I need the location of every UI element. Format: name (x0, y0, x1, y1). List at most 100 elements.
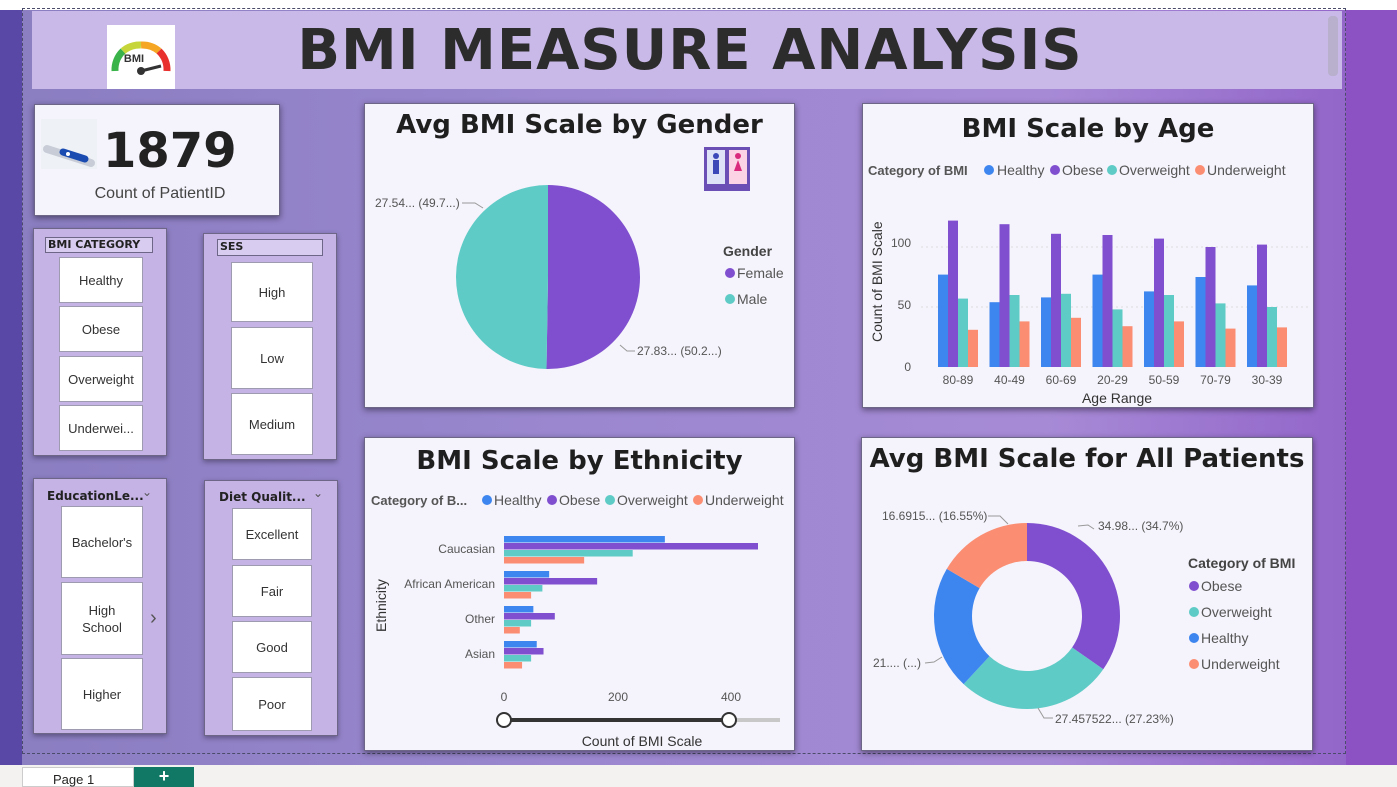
bar-underweight-70-79[interactable] (1225, 328, 1236, 367)
legend-title: Gender (723, 243, 773, 259)
bar-healthy-20-29[interactable] (1092, 274, 1103, 367)
slicer-item-obese[interactable]: Obese (59, 306, 143, 352)
bar-obese-30-39[interactable] (1257, 244, 1267, 367)
bar-underweight-other[interactable] (504, 627, 520, 634)
bar-underweight-20-29[interactable] (1122, 326, 1133, 367)
donut-slice-healthy[interactable] (934, 568, 990, 685)
x-tick-label: 20-29 (1097, 373, 1128, 387)
x-tick-label: 60-69 (1046, 373, 1077, 387)
slicer-diet-quality: Diet Qualit... ⌄ Excellent Fair Good Poo… (204, 480, 338, 736)
bar-underweight-80-89[interactable] (968, 329, 978, 367)
bar-overweight-70-79[interactable] (1215, 303, 1226, 367)
bar-healthy-30-39[interactable] (1247, 285, 1257, 367)
legend-label-underweight: Underweight (1207, 162, 1286, 178)
donut-slice-overweight[interactable] (963, 647, 1104, 709)
data-label-male: 27.54... (49.7...) (375, 196, 460, 210)
bar-overweight-60-69[interactable] (1061, 293, 1071, 367)
zoom-slider-handle-right[interactable] (721, 712, 737, 728)
slicer-item-healthy[interactable]: Healthy (59, 257, 143, 303)
slicer-item-fair[interactable]: Fair (232, 565, 312, 617)
bar-overweight-caucasian[interactable] (504, 550, 633, 557)
slicer-item-excellent[interactable]: Excellent (232, 508, 312, 560)
data-label-female: 27.83... (50.2...) (637, 344, 722, 358)
bar-underweight-caucasian[interactable] (504, 557, 585, 564)
bar-overweight-30-39[interactable] (1267, 307, 1277, 367)
bar-overweight-40-49[interactable] (1009, 295, 1020, 367)
bar-overweight-other[interactable] (504, 620, 532, 627)
bar-healthy-60-69[interactable] (1041, 297, 1051, 367)
bar-obese-80-89[interactable] (948, 220, 958, 367)
slicer-item-bachelors[interactable]: Bachelor's (61, 506, 143, 578)
y-tick-label: Caucasian (438, 542, 495, 556)
chevron-right-icon[interactable]: › (150, 607, 157, 629)
donut-card[interactable]: Avg BMI Scale for All Patients 34.98... … (861, 437, 1313, 751)
bar-healthy-80-89[interactable] (938, 274, 948, 367)
slicer-item-high[interactable]: High (231, 262, 313, 322)
bar-obese-african-american[interactable] (504, 578, 598, 585)
bar-overweight-african-american[interactable] (504, 585, 543, 592)
ethnicity-bar-card[interactable]: BMI Scale by Ethnicity Category of B... … (364, 437, 795, 751)
bar-obese-60-69[interactable] (1051, 233, 1061, 367)
bar-underweight-african-american[interactable] (504, 592, 532, 599)
pie-slice-male[interactable] (455, 185, 548, 369)
leader-line (1037, 707, 1053, 719)
bar-healthy-40-49[interactable] (989, 302, 1000, 367)
slicer-item-underweight[interactable]: Underwei... (59, 405, 143, 451)
legend-label-healthy: Healthy (997, 162, 1044, 178)
chevron-down-icon[interactable]: ⌄ (142, 485, 153, 499)
bar-overweight-20-29[interactable] (1112, 309, 1123, 367)
slicer-item-high-school[interactable]: High School (61, 582, 143, 655)
gender-pie-card[interactable]: Avg BMI Scale by Gender 27.54... (49.7..… (364, 103, 795, 408)
legend-label-underweight: Underweight (1201, 656, 1280, 672)
bar-obese-caucasian[interactable] (504, 543, 758, 550)
bar-healthy-70-79[interactable] (1195, 277, 1206, 367)
slicer-item-low[interactable]: Low (231, 327, 313, 389)
age-bar-card[interactable]: BMI Scale by Age Category of BMI Healthy… (862, 103, 1314, 408)
y-tick-label: 100 (891, 236, 911, 250)
donut-chart: 34.98... (34.7%) 16.6915... (16.55%) 21.… (873, 509, 1295, 726)
donut-slice-obese[interactable] (1027, 523, 1120, 670)
legend-marker-male (725, 294, 735, 304)
legend-label-male: Male (737, 291, 768, 307)
ethnicity-bars: Caucasian African American Other Asian (404, 536, 758, 669)
legend-marker-obese (1189, 581, 1199, 591)
bar-obese-other[interactable] (504, 613, 555, 620)
page-tab-bar (0, 765, 1397, 787)
legend-label-overweight: Overweight (1119, 162, 1190, 178)
bar-obese-40-49[interactable] (999, 224, 1010, 367)
bar-obese-asian[interactable] (504, 648, 544, 655)
slicer-item-overweight[interactable]: Overweight (59, 356, 143, 402)
bar-underweight-asian[interactable] (504, 662, 523, 669)
bar-healthy-other[interactable] (504, 606, 534, 613)
bar-overweight-50-59[interactable] (1164, 295, 1174, 367)
bar-healthy-african-american[interactable] (504, 571, 550, 578)
bar-underweight-60-69[interactable] (1071, 317, 1081, 367)
legend-label-overweight: Overweight (1201, 604, 1272, 620)
top-edge (0, 0, 1397, 10)
bar-healthy-50-59[interactable] (1144, 291, 1154, 367)
chevron-down-icon[interactable]: ⌄ (313, 486, 324, 500)
bar-healthy-caucasian[interactable] (504, 536, 665, 543)
slicer-item-poor[interactable]: Poor (232, 677, 312, 731)
slicer-item-medium[interactable]: Medium (231, 393, 313, 455)
legend-marker-underweight (1189, 659, 1199, 669)
bar-underweight-40-49[interactable] (1019, 321, 1030, 367)
bar-obese-20-29[interactable] (1102, 235, 1113, 367)
legend-label-healthy: Healthy (1201, 630, 1248, 646)
bar-overweight-80-89[interactable] (958, 298, 968, 367)
pie-slice-female[interactable] (546, 185, 640, 369)
bar-overweight-asian[interactable] (504, 655, 532, 662)
add-page-button[interactable]: + (134, 767, 194, 787)
bar-underweight-30-39[interactable] (1277, 327, 1287, 367)
scrollbar[interactable] (1328, 16, 1338, 76)
donut-slices (934, 523, 1120, 709)
bar-obese-50-59[interactable] (1154, 238, 1164, 367)
bar-healthy-asian[interactable] (504, 641, 537, 648)
slicer-item-good[interactable]: Good (232, 621, 312, 673)
zoom-slider-handle-left[interactable] (496, 712, 512, 728)
slicer-item-higher[interactable]: Higher (61, 658, 143, 730)
bar-obese-70-79[interactable] (1205, 247, 1216, 367)
page-tab[interactable]: Page 1 (22, 767, 134, 787)
bar-underweight-50-59[interactable] (1174, 321, 1184, 367)
donut-slice-underweight[interactable] (946, 523, 1027, 589)
